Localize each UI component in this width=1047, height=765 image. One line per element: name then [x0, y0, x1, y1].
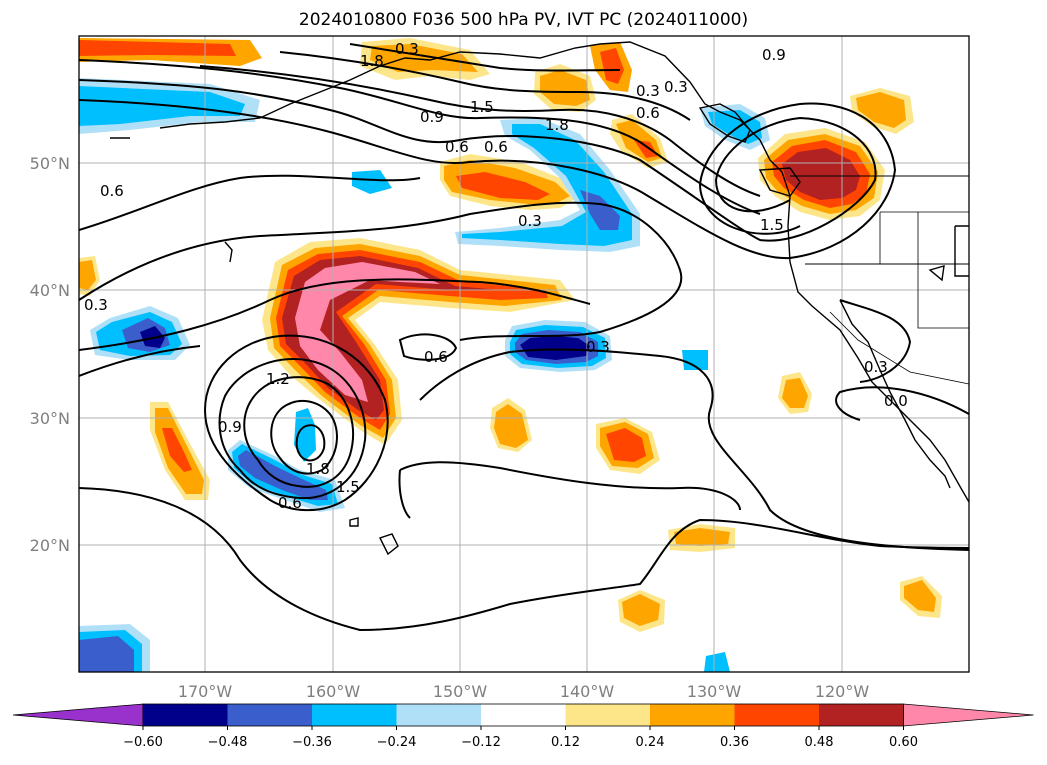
- contour-label: 1.8: [306, 460, 330, 478]
- map-title: 2024010800 F036 500 hPa PV, IVT PC (2024…: [298, 10, 749, 30]
- colorbar-segment: [227, 704, 313, 726]
- colorbar-segment: [734, 704, 820, 726]
- lon-label: 130°W: [687, 682, 742, 701]
- colorbar-tick-label: −0.24: [377, 735, 417, 750]
- contour-label: 0.9: [420, 108, 444, 126]
- ivt-negative-region: [520, 336, 590, 360]
- colorbar-segment: [650, 704, 735, 726]
- map-plot-area: 1.8 0.3 0.9 0.6 1.5 0.9 0.3 0.6 1.8 0.3 …: [78, 35, 970, 673]
- map-frame: [78, 35, 970, 673]
- contour-label: 0.3: [395, 40, 419, 58]
- ivt-positive-region: [856, 92, 906, 128]
- ivt-negative-region: [294, 408, 316, 462]
- contour-label: 1.8: [545, 116, 569, 134]
- colorbar-tick-label: −0.60: [123, 735, 163, 750]
- contour-label: 0.3: [84, 296, 108, 314]
- colorbar-extend-min: [12, 703, 144, 727]
- ivt-positive-region: [782, 378, 808, 408]
- lon-label: 150°W: [433, 682, 488, 701]
- contour-label: 0.3: [586, 338, 610, 356]
- contour-label: 0.6: [484, 138, 508, 156]
- colorbar-tick-label: 0.60: [889, 735, 918, 750]
- colorbar-segment: [143, 704, 228, 726]
- longitude-labels: 170°W 160°W 150°W 140°W 130°W 120°W: [178, 682, 870, 701]
- ivt-negative-region: [462, 124, 632, 246]
- coastlines: [110, 41, 969, 556]
- ivt-positive-region: [79, 40, 236, 56]
- lon-label: 160°W: [306, 682, 361, 701]
- ivt-shading: [79, 38, 942, 672]
- contour-label: 0.3: [864, 358, 888, 376]
- contour-label: 0.3: [518, 212, 542, 230]
- ivt-positive-region: [674, 528, 730, 546]
- ivt-positive-region: [782, 148, 860, 200]
- contour-label: 0.0: [884, 392, 908, 410]
- lon-label: 170°W: [178, 682, 233, 701]
- ivt-negative-region: [704, 652, 730, 672]
- ivt-negative-region: [352, 170, 392, 194]
- lon-label: 140°W: [560, 682, 615, 701]
- contour-label: 0.3: [664, 78, 688, 96]
- contour-label: 0.6: [636, 104, 660, 122]
- ivt-positive-region: [622, 594, 660, 626]
- contour-label: 0.6: [100, 182, 124, 200]
- colorbar-segment: [312, 704, 397, 726]
- latitude-labels: 50°N 40°N 30°N 20°N: [30, 154, 70, 555]
- colorbar-segment: [396, 704, 482, 726]
- colorbar-tick-label: 0.36: [720, 735, 749, 750]
- ivt-negative-region: [79, 86, 245, 126]
- contour-label: 1.5: [336, 478, 360, 496]
- ivt-positive-region: [540, 70, 590, 106]
- colorbar-tick-label: −0.48: [208, 735, 248, 750]
- ivt-positive-region: [456, 172, 550, 200]
- contour-label: 0.3: [636, 82, 660, 100]
- ivt-positive-region: [600, 48, 624, 84]
- colorbar: −0.60 −0.48 −0.36 −0.24 −0.12 0.12 0.24 0.36 0.4…: [12, 703, 1034, 750]
- colorbar-extend-max: [903, 703, 1034, 727]
- lat-label: 40°N: [30, 281, 70, 300]
- ivt-positive-region: [79, 260, 96, 290]
- ivt-negative-region: [79, 636, 134, 672]
- ivt-positive-region: [606, 428, 646, 462]
- colorbar-tick-label: −0.12: [461, 735, 501, 750]
- ivt-negative-region: [682, 350, 708, 370]
- colorbar-segment: [481, 704, 566, 726]
- lon-label: 120°W: [815, 682, 870, 701]
- contour-label: 1.5: [470, 98, 494, 116]
- colorbar-tick-label: 0.24: [636, 735, 665, 750]
- contour-label: 1.2: [266, 370, 290, 388]
- colorbar-tick-label: −0.36: [292, 735, 332, 750]
- colorbar-frame: [142, 703, 904, 727]
- ivt-positive-region: [295, 262, 440, 402]
- ivt-negative-region: [580, 190, 620, 230]
- contour-label: 0.6: [445, 138, 469, 156]
- pv-contour-labels: 1.8 0.3 0.9 0.6 1.5 0.9 0.3 0.6 1.8 0.3 …: [84, 40, 908, 512]
- contour-label: 1.5: [760, 216, 784, 234]
- contour-label: 1.8: [360, 52, 384, 70]
- lat-label: 50°N: [30, 154, 70, 173]
- pv-contours: [79, 43, 969, 632]
- lat-label: 30°N: [30, 409, 70, 428]
- colorbar-segment: [819, 704, 904, 726]
- colorbar-segment: [565, 704, 651, 726]
- ivt-positive-region: [904, 580, 936, 612]
- contour-label: 0.9: [762, 46, 786, 64]
- contour-label: 0.6: [424, 348, 448, 366]
- lat-label: 20°N: [30, 536, 70, 555]
- colorbar-tick-label: 0.12: [551, 735, 580, 750]
- contour-label: 0.6: [278, 494, 302, 512]
- ivt-positive-region: [634, 140, 658, 158]
- contour-label: 0.9: [218, 418, 242, 436]
- ivt-positive-region: [162, 428, 192, 472]
- ivt-positive-region: [494, 404, 528, 448]
- colorbar-tick-label: 0.48: [805, 735, 834, 750]
- gridlines: [79, 36, 969, 672]
